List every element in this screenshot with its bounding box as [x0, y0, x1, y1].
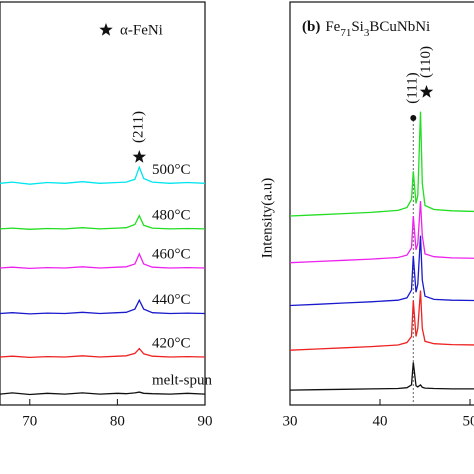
formula-element: Si — [351, 19, 364, 35]
x-tick-label: 80 — [110, 413, 125, 429]
plot-frame — [0, 1, 206, 406]
peak-label: (110) — [418, 46, 434, 78]
formula-subscript: 71 — [340, 27, 351, 39]
y-axis-label: Intensity(a.u) — [259, 178, 275, 258]
x-tick-label: 40 — [373, 413, 388, 429]
legend-marker — [99, 23, 113, 36]
x-tick-label: 30 — [283, 413, 298, 429]
peak-marker — [132, 150, 146, 163]
series-label: 420°C — [152, 335, 191, 351]
spectrum-line — [0, 298, 206, 315]
series-label: melt-spun — [152, 373, 212, 389]
spectrum-line — [0, 214, 206, 230]
series-label: 480°C — [152, 207, 191, 223]
legend-text: α-FeNi — [120, 22, 163, 38]
spectrum-line — [0, 347, 206, 359]
spectrum-line — [289, 290, 474, 351]
x-tick-label: 70 — [22, 413, 37, 429]
peak-label: (211) — [131, 111, 147, 143]
formula-element: BCuNbNi — [369, 19, 430, 35]
formula-element: Fe — [325, 19, 340, 35]
spectrum-line — [289, 201, 474, 264]
panel-title: (b) Fe71Si3BCuNbNi — [302, 19, 430, 38]
plot-frame — [289, 1, 474, 406]
spectrum-line — [289, 235, 474, 307]
formula-subscript: 3 — [364, 27, 370, 39]
spectrum-line — [0, 165, 206, 185]
series-label: 500°C — [152, 162, 191, 178]
peak-marker — [410, 115, 417, 121]
peak-marker — [419, 85, 434, 98]
spectrum-line — [289, 111, 474, 217]
x-tick-label: 90 — [198, 413, 213, 429]
spectrum-line — [0, 391, 206, 396]
spectrum-line — [0, 252, 206, 270]
series-label: 460°C — [152, 246, 191, 262]
x-tick-label: 50 — [463, 413, 474, 429]
spectrum-line — [289, 362, 474, 391]
peak-label: (111) — [405, 72, 421, 103]
series-label: 440°C — [152, 292, 191, 308]
panel-title-label: (b) — [302, 19, 320, 35]
